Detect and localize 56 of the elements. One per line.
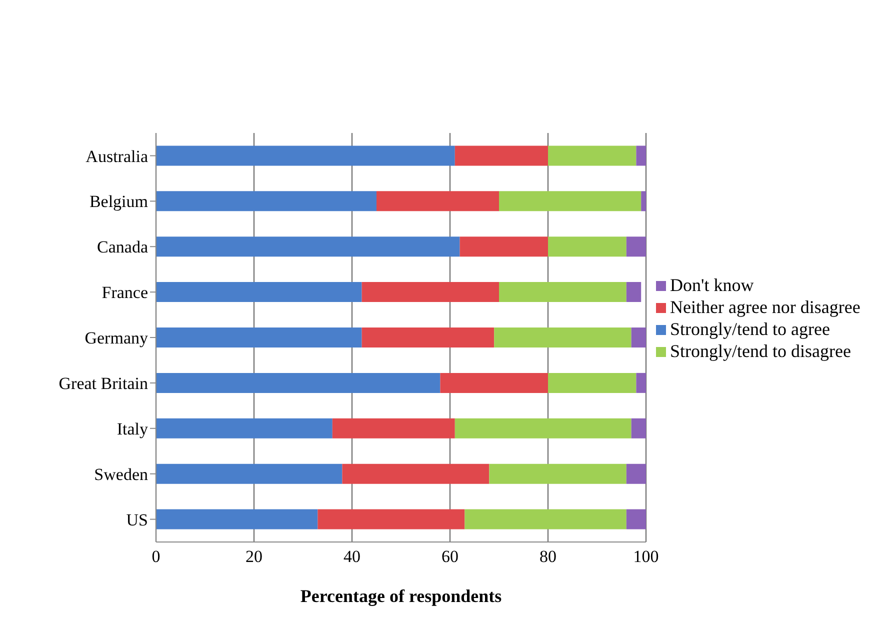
bar xyxy=(156,464,342,484)
bar xyxy=(499,191,642,212)
bar xyxy=(631,328,646,348)
y-tick-label: France xyxy=(102,283,148,302)
y-tick-label: Sweden xyxy=(94,464,148,484)
y-tick-label: Germany xyxy=(84,328,148,348)
bar xyxy=(631,418,646,438)
bar xyxy=(548,146,636,166)
y-tick-label: Canada xyxy=(97,238,148,257)
x-tick-label: 60 xyxy=(442,547,458,566)
bar xyxy=(641,191,646,212)
bar xyxy=(626,236,646,257)
bar xyxy=(464,509,626,530)
bar xyxy=(156,236,460,257)
bar xyxy=(376,191,499,212)
bar xyxy=(460,236,548,257)
legend-label: Neither agree nor disagree xyxy=(670,296,860,316)
bar xyxy=(156,282,362,302)
legend-label: Don't know xyxy=(670,274,754,294)
bar xyxy=(156,191,376,212)
y-tick-label: Italy xyxy=(116,419,148,438)
bar xyxy=(499,282,626,302)
bar xyxy=(156,418,332,438)
bar xyxy=(342,464,490,484)
bar xyxy=(156,146,455,166)
x-axis-title: Percentage of respondents xyxy=(300,586,502,606)
bar xyxy=(636,146,646,166)
bar xyxy=(626,282,642,302)
y-tick-label: US xyxy=(126,510,148,530)
bar xyxy=(626,509,646,530)
bar xyxy=(318,509,465,530)
x-tick-label: 20 xyxy=(246,547,262,566)
bar xyxy=(489,464,626,484)
bar xyxy=(362,282,499,302)
legend-label: Strongly/tend to disagree xyxy=(670,340,851,360)
bar xyxy=(156,509,318,530)
x-tick-label: 40 xyxy=(344,547,360,566)
x-tick-label: 0 xyxy=(152,547,160,566)
bar xyxy=(362,328,494,348)
legend-label: Strongly/tend to agree xyxy=(670,318,830,338)
bar xyxy=(454,418,632,438)
bar xyxy=(156,372,440,393)
bar xyxy=(626,464,646,484)
bar xyxy=(548,236,626,257)
bar xyxy=(332,418,455,438)
bar xyxy=(636,372,646,393)
bar xyxy=(548,372,636,393)
bar xyxy=(156,328,362,348)
y-tick-label: Belgium xyxy=(89,192,148,212)
bar xyxy=(440,372,548,393)
bar xyxy=(494,328,632,348)
bar xyxy=(454,146,548,166)
x-tick-label: 80 xyxy=(540,547,556,566)
y-tick-label: Australia xyxy=(86,146,148,166)
x-tick-label: 100 xyxy=(633,547,659,566)
y-tick-label: Great Britain xyxy=(58,374,148,393)
